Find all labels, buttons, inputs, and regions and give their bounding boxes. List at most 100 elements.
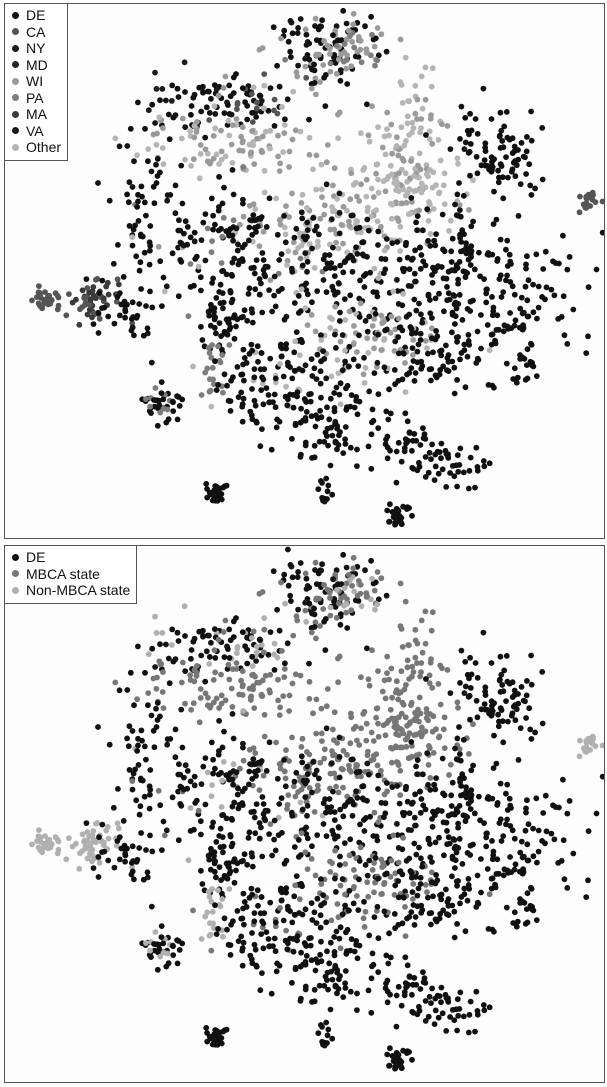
data-point [570,850,577,857]
data-point [362,567,368,574]
data-point [281,316,288,323]
data-point [239,962,246,969]
data-point [428,627,435,634]
data-point [474,899,481,906]
legend-label: MA [26,106,47,123]
data-point [533,917,540,923]
data-point [432,786,439,793]
data-point [211,313,218,319]
data-point [297,998,304,1004]
data-point [517,181,524,188]
data-point [304,802,311,809]
data-point [220,758,227,765]
data-point [359,783,365,790]
data-point [224,926,230,933]
data-point [416,174,422,181]
data-point [340,994,347,1000]
data-point [212,111,219,117]
data-point [454,191,461,198]
data-point [389,784,396,790]
data-point [187,805,194,811]
data-point [163,97,169,104]
data-point [293,613,300,620]
data-point [330,576,336,583]
data-point [342,258,349,265]
data-point [218,260,225,266]
data-point [69,843,76,850]
data-point [156,114,163,121]
data-point [514,374,521,381]
data-point [133,253,140,260]
data-point [467,262,474,268]
data-point [240,395,247,402]
data-point [215,227,222,234]
data-point [229,704,236,710]
legend-marker [12,94,19,102]
data-point [490,221,497,228]
data-point [275,832,282,838]
data-point [342,317,349,323]
data-point [338,221,345,228]
data-point [457,900,463,907]
data-point [398,519,404,526]
data-point [324,488,331,495]
data-point [496,677,503,684]
data-point [353,221,359,227]
data-point [437,892,443,899]
data-point [290,88,297,95]
data-point [393,134,400,141]
data-point [55,302,62,309]
data-point [303,831,310,837]
data-point [381,791,388,798]
data-point [343,57,350,63]
data-point [315,486,322,493]
data-point [205,694,211,701]
data-point [457,989,464,996]
data-point [494,856,501,863]
data-point [406,1049,412,1055]
data-point [454,921,460,927]
data-point [170,408,177,414]
data-point [505,174,511,181]
data-point [147,947,154,954]
data-point [585,284,592,290]
data-point [462,658,469,665]
data-point [345,907,352,914]
data-point [131,332,137,339]
data-point [259,426,265,432]
data-point [220,849,226,856]
data-point [236,147,243,154]
data-point [526,161,533,168]
data-point [159,86,166,92]
data-point [155,787,162,794]
data-point [343,580,350,587]
data-point [372,606,378,613]
data-point [152,385,159,391]
data-point [141,793,148,800]
data-point [399,920,406,927]
data-point [175,771,182,778]
data-point [35,289,42,296]
data-point [414,757,421,763]
data-point [414,771,420,778]
legend-marker [12,28,19,36]
data-point [172,656,179,662]
data-point [266,739,273,746]
data-point [312,15,319,22]
data-point [504,237,511,244]
data-point [342,802,349,809]
data-point [210,133,217,139]
data-point [331,165,338,172]
data-point [340,240,346,247]
data-point [177,801,184,807]
data-point [381,862,387,869]
data-point [317,215,324,222]
data-point [89,314,95,321]
data-point [366,313,373,320]
data-point [331,770,338,777]
data-point [407,974,413,980]
data-point [306,785,313,791]
data-point [447,470,453,476]
data-point [403,984,409,991]
data-point [160,161,167,168]
